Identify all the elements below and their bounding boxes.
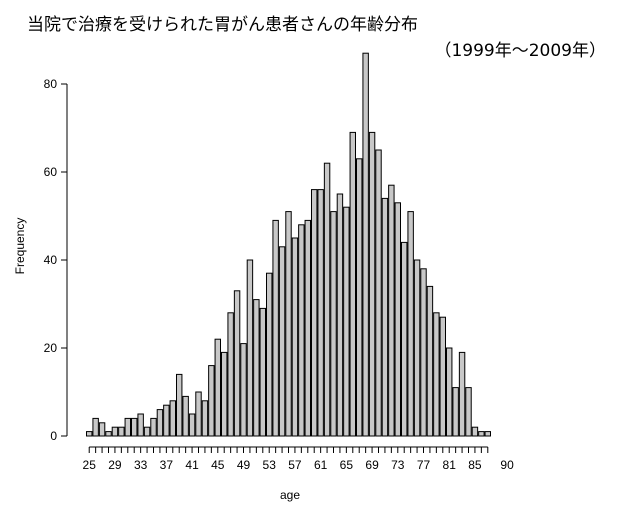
x-tick-label: 57 [288, 458, 302, 472]
bar-age-80 [439, 316, 447, 437]
bar-age-52 [259, 307, 267, 437]
bar-age-27 [98, 422, 106, 437]
x-tick-label: 90 [500, 458, 514, 472]
bar-age-43 [201, 400, 209, 437]
bar-age-53 [266, 272, 273, 437]
bar-age-56 [285, 211, 292, 437]
bar-age-74 [401, 241, 408, 437]
bar-age-66 [349, 131, 357, 437]
bar-age-69 [368, 131, 376, 437]
bar-age-76 [413, 259, 421, 437]
x-tick-label: 69 [365, 458, 379, 472]
x-tick-label: 29 [108, 458, 122, 472]
bar-age-61 [317, 189, 324, 437]
bar-age-62 [323, 162, 331, 437]
bar-age-78 [426, 285, 434, 437]
bar-age-39 [176, 373, 183, 437]
bar-age-82 [452, 387, 459, 437]
x-tick-label: 45 [211, 458, 225, 472]
chart-subtitle: （1999年～2009年） [434, 41, 606, 61]
x-tick-label: 65 [340, 458, 354, 472]
y-tick-label: 0 [50, 429, 57, 443]
bar-age-75 [407, 211, 414, 437]
x-tick-label: 73 [391, 458, 405, 472]
bar-age-38 [169, 400, 177, 437]
bars-group [86, 52, 492, 437]
bar-age-34 [143, 426, 151, 437]
bar-age-48 [233, 290, 241, 437]
bar-age-57 [291, 237, 299, 437]
bar-age-40 [182, 395, 189, 437]
x-tick-label: 53 [263, 458, 277, 472]
bar-age-54 [272, 219, 279, 437]
bar-age-73 [394, 202, 402, 437]
x-tick-label: 81 [443, 458, 457, 472]
bar-age-86 [478, 431, 485, 437]
x-axis-label: age [280, 488, 300, 502]
y-tick-label: 80 [44, 77, 58, 91]
y-tick-label: 20 [44, 341, 58, 355]
bar-age-83 [458, 351, 466, 437]
bar-age-36 [156, 409, 164, 437]
bar-age-79 [433, 312, 440, 437]
bar-age-72 [388, 184, 395, 437]
bar-age-45 [214, 338, 222, 437]
bar-age-51 [253, 299, 260, 437]
bar-age-32 [131, 417, 138, 437]
bar-age-71 [381, 197, 389, 437]
bar-age-30 [118, 426, 125, 437]
bar-age-65 [343, 206, 350, 437]
bar-age-31 [124, 417, 131, 437]
bar-age-81 [446, 347, 453, 437]
bar-age-50 [246, 259, 254, 437]
bar-age-70 [375, 149, 382, 437]
bar-age-60 [311, 189, 318, 437]
y-axis: 0 20 40 60 80 [44, 77, 68, 443]
bar-age-58 [298, 224, 305, 437]
x-tick-label: 49 [237, 458, 251, 472]
x-tick-label: 85 [468, 458, 482, 472]
chart-title: 当院で治療を受けられた胃がん患者さんの年齢分布 [27, 15, 418, 35]
bar-age-33 [137, 413, 144, 437]
bar-age-46 [221, 351, 228, 437]
bar-age-85 [471, 426, 479, 437]
x-tick-label: 37 [160, 458, 174, 472]
bar-age-28 [105, 431, 112, 437]
bar-age-87 [484, 431, 492, 437]
bar-age-77 [420, 268, 427, 437]
bar-age-29 [111, 426, 119, 437]
bar-age-41 [188, 413, 196, 437]
x-tick-label: 25 [83, 458, 97, 472]
bar-age-47 [227, 312, 234, 437]
y-axis-label: Frequency [13, 218, 27, 275]
bar-age-59 [304, 219, 312, 437]
bar-age-67 [356, 158, 363, 437]
x-tick-label: 33 [134, 458, 148, 472]
y-tick-label: 40 [44, 253, 58, 267]
bar-age-26 [92, 417, 99, 437]
bar-age-55 [278, 246, 286, 437]
x-axis: 25 29 33 37 41 45 49 53 57 61 65 69 73 77 81 85 90 [83, 446, 514, 472]
bar-age-35 [150, 417, 157, 437]
bar-age-63 [330, 211, 337, 437]
x-tick-label: 61 [314, 458, 328, 472]
bar-age-25 [86, 431, 93, 437]
bar-age-44 [208, 365, 215, 437]
y-tick-label: 60 [44, 165, 58, 179]
bar-age-68 [362, 52, 369, 437]
bar-age-49 [240, 343, 247, 437]
bar-age-84 [465, 387, 472, 437]
x-tick-label: 77 [417, 458, 431, 472]
bar-age-42 [195, 391, 202, 437]
x-tick-label: 41 [185, 458, 199, 472]
bar-age-64 [336, 193, 344, 437]
bar-age-37 [163, 404, 170, 437]
